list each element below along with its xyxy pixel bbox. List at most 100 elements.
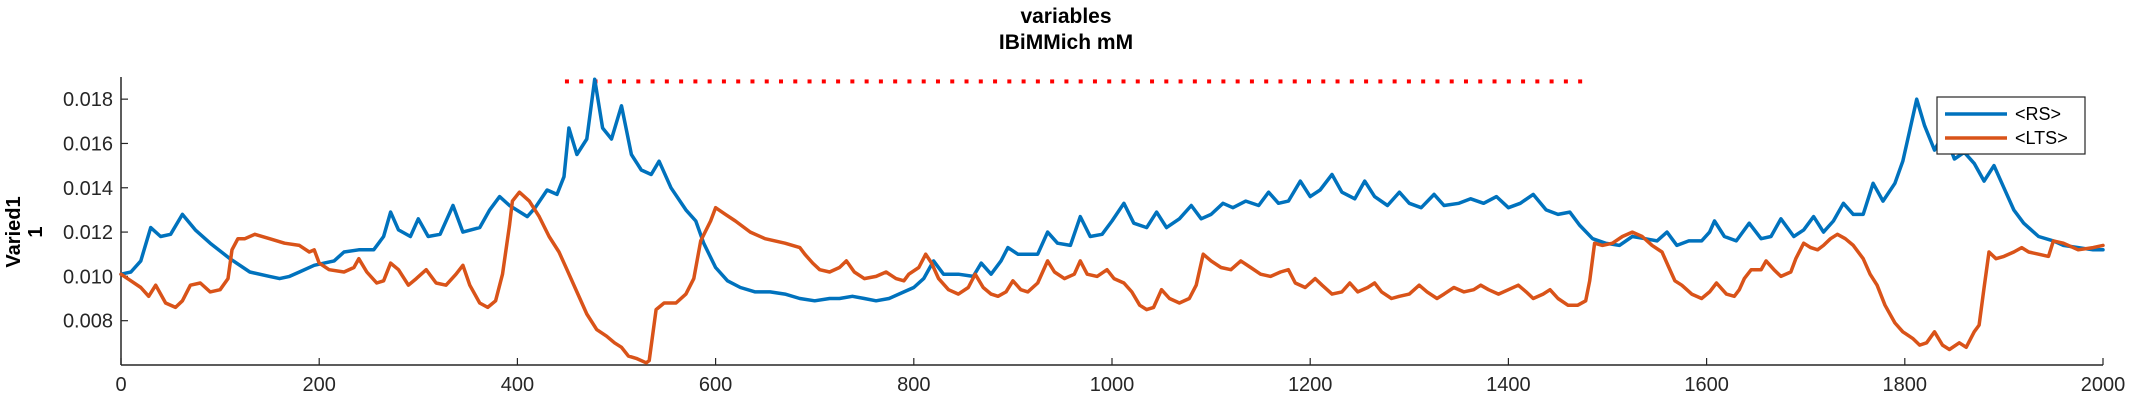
significance-marker-dot (993, 79, 998, 84)
significance-marker-dot (736, 79, 741, 84)
x-tick-label: 1600 (1684, 374, 1729, 396)
significance-marker-dot (721, 79, 726, 84)
x-tick-label: 800 (897, 374, 930, 396)
significance-marker-dot (707, 79, 712, 84)
significance-marker-dot (1278, 79, 1283, 84)
significance-marker-dot (1478, 79, 1483, 84)
significance-marker-dot (1192, 79, 1197, 84)
significance-marker-dot (1249, 79, 1254, 84)
chart-subtitle: IBiMMich mM (999, 31, 1133, 54)
significance-marker-dot (1378, 79, 1383, 84)
legend-label-rs: <RS> (2015, 104, 2061, 124)
significance-marker-dot (1121, 79, 1126, 84)
series-lines (119, 77, 2105, 365)
x-tick-label: 2000 (2081, 374, 2126, 396)
significance-marker-dot (1050, 79, 1055, 84)
x-tick-label: 400 (501, 374, 534, 396)
significance-marker-dot (1463, 79, 1468, 84)
y-tick-label: 0.008 (63, 311, 113, 333)
y-tick-label: 0.016 (63, 133, 113, 155)
significance-marker-dot (1221, 79, 1226, 84)
significance-marker-dot (1421, 79, 1426, 84)
significance-marker-dot (650, 79, 655, 84)
significance-marker-dot (793, 79, 798, 84)
x-tick-label: 200 (303, 374, 336, 396)
significance-marker-dot (1349, 79, 1354, 84)
significance-marker-dot (893, 79, 898, 84)
significance-marker-dot (693, 79, 698, 84)
significance-marker-dot (579, 79, 584, 84)
significance-marker-dot (1035, 79, 1040, 84)
significance-marker-dot (1435, 79, 1440, 84)
significance-marker-dot (836, 79, 841, 84)
significance-marker-dot (1021, 79, 1026, 84)
significance-marker-dot (1521, 79, 1526, 84)
chart-title: variables (1020, 5, 1111, 28)
significance-marker-dot (764, 79, 769, 84)
significance-marker-dot (907, 79, 912, 84)
significance-marker-dot (978, 79, 983, 84)
significance-marker-dot (1178, 79, 1183, 84)
significance-marker-dot (1563, 79, 1568, 84)
y-tick-label: 0.010 (63, 266, 113, 288)
y-tick-label: 0.014 (63, 178, 113, 200)
significance-marker-dot (935, 79, 940, 84)
x-tick-label: 1000 (1090, 374, 1135, 396)
significance-marker-dot (779, 79, 784, 84)
significance-marker-dot (1335, 79, 1340, 84)
significance-marker-dot (1207, 79, 1212, 84)
significance-marker-dot (1150, 79, 1155, 84)
significance-marker-dot (750, 79, 755, 84)
significance-marker-dot (850, 79, 855, 84)
x-tick-label: 1400 (1486, 374, 1531, 396)
significance-marker-dot (950, 79, 955, 84)
significance-marker-dot (807, 79, 812, 84)
x-tick-label: 1200 (1288, 374, 1333, 396)
significance-marker-dot (664, 79, 669, 84)
significance-marker-dot (1135, 79, 1140, 84)
y-axis-label: Varied1 (3, 196, 25, 267)
series-line-rs (119, 77, 2105, 303)
significance-marker-dot (1235, 79, 1240, 84)
significance-marker-dot (1321, 79, 1326, 84)
significance-marker-dot (921, 79, 926, 84)
x-tick-label: 0 (115, 374, 126, 396)
significance-marker-dot (636, 79, 641, 84)
axis-ticks: 0 200 400 600 800 1000 1200 1400 1600 1800 2000 0.0… (63, 89, 2125, 396)
x-tick-label: 1800 (1883, 374, 1928, 396)
significance-marker-dot (564, 79, 569, 84)
significance-marker-dot (1292, 79, 1297, 84)
significance-marker-dot (964, 79, 969, 84)
significance-marker-dot (1107, 79, 1112, 84)
significance-marker-dot (1364, 79, 1369, 84)
y-tick-label: 0.012 (63, 222, 113, 244)
significance-marker-dot (1092, 79, 1097, 84)
legend-label-lts: <LTS> (2015, 128, 2068, 148)
x-tick-label: 600 (699, 374, 732, 396)
significance-marker-dot (1307, 79, 1312, 84)
significance-marker-dot (1064, 79, 1069, 84)
y-axis-label-line2: 1 (25, 226, 47, 237)
significance-marker-dot (1078, 79, 1083, 84)
legend: <RS> <LTS> (1936, 96, 2086, 155)
significance-marker-dot (1578, 79, 1583, 84)
significance-marker-dot (679, 79, 684, 84)
significance-marker-dot (1549, 79, 1554, 84)
significance-marker-dot (1492, 79, 1497, 84)
significance-marker-dot (878, 79, 883, 84)
significance-marker-dot (1164, 79, 1169, 84)
significance-marker-dot (1392, 79, 1397, 84)
significance-marker-dot (622, 79, 627, 84)
significance-marker-dot (864, 79, 869, 84)
significance-marker-dot (1535, 79, 1540, 84)
y-tick-label: 0.018 (63, 89, 113, 111)
significance-marker-dot (607, 79, 612, 84)
legend-box (1936, 96, 2086, 155)
significance-marker-dot (821, 79, 826, 84)
significance-marker-dot (1007, 79, 1012, 84)
significance-marker-dot (1449, 79, 1454, 84)
significance-marker-dot (1264, 79, 1269, 84)
significance-marker-dot (1406, 79, 1411, 84)
